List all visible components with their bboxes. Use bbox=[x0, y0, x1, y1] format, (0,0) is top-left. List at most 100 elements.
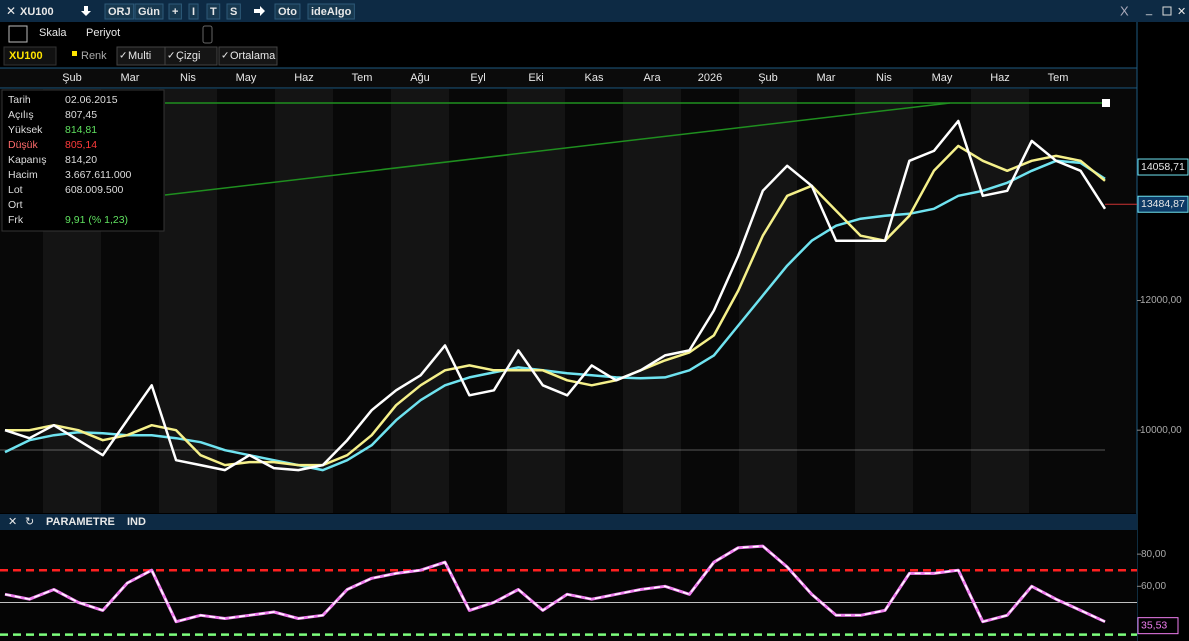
last-value-box bbox=[1137, 617, 1179, 635]
price-line bbox=[4, 119, 1107, 472]
info-value: 9,91 (% 1,23) bbox=[65, 214, 128, 226]
info-value: 807,45 bbox=[65, 109, 97, 121]
button-bg[interactable] bbox=[134, 3, 164, 20]
month-axis bbox=[0, 68, 1137, 88]
toggle[interactable]: Çizgi bbox=[176, 50, 200, 62]
info-box bbox=[1, 89, 165, 232]
toolbar-item[interactable]: Skala bbox=[39, 27, 67, 39]
month-label: Ağu bbox=[410, 72, 430, 84]
minimize[interactable]: _ bbox=[1145, 4, 1153, 16]
info-label: Hacim bbox=[8, 169, 38, 181]
info-label: Düşük bbox=[8, 139, 39, 151]
month-band bbox=[623, 89, 681, 513]
close-icon[interactable]: ✕ bbox=[6, 4, 16, 18]
check: ✓ bbox=[221, 51, 229, 62]
save-icon[interactable] bbox=[8, 25, 28, 43]
info-label: Ort bbox=[8, 199, 23, 211]
symbol: XU100 bbox=[9, 50, 43, 62]
y-tick-label: 80,00 bbox=[1141, 549, 1166, 560]
y-tick-label: 60,00 bbox=[1141, 581, 1166, 592]
handle bbox=[1102, 99, 1110, 107]
info-label: Kapanış bbox=[8, 154, 47, 166]
month-band bbox=[739, 89, 797, 513]
month-band bbox=[855, 89, 913, 513]
month-band bbox=[507, 89, 565, 513]
month-label: Tem bbox=[352, 72, 373, 84]
toolbar-button[interactable]: ORJ bbox=[108, 6, 131, 18]
color-swatch bbox=[72, 51, 77, 56]
button-bg[interactable] bbox=[188, 3, 199, 20]
indicator-header-text[interactable]: IND bbox=[127, 516, 146, 528]
toggle[interactable]: Multi bbox=[128, 50, 151, 62]
y-tick-label: 12000,00 bbox=[1140, 295, 1182, 306]
toggle-bg[interactable] bbox=[218, 46, 278, 66]
button-bg[interactable] bbox=[206, 3, 221, 20]
indicator-header-text[interactable]: PARAMETRE bbox=[46, 516, 115, 528]
download-icon[interactable] bbox=[81, 6, 91, 16]
month-band bbox=[275, 89, 333, 513]
box[interactable] bbox=[202, 25, 213, 44]
info-label: Tarih bbox=[8, 94, 31, 106]
toolbar-button[interactable]: Oto bbox=[278, 6, 297, 18]
info-value: 608.009.500 bbox=[65, 184, 124, 196]
info-label: Yüksek bbox=[8, 124, 43, 136]
indicator-line bbox=[4, 544, 1106, 624]
button-bg[interactable] bbox=[307, 3, 355, 20]
trend-line bbox=[164, 102, 951, 196]
toolbar-button[interactable]: S bbox=[230, 6, 237, 18]
month-label: Nis bbox=[876, 72, 892, 84]
month-band bbox=[391, 89, 449, 513]
toolbar-button[interactable]: + bbox=[172, 6, 178, 18]
button-bg[interactable] bbox=[226, 3, 241, 20]
info-label: Açılış bbox=[8, 109, 34, 121]
info-value: 02.06.2015 bbox=[65, 94, 118, 106]
month-label: Nis bbox=[180, 72, 196, 84]
price-line bbox=[5, 144, 1106, 467]
symbol[interactable]: XU100 bbox=[20, 6, 54, 18]
toggle-bg[interactable] bbox=[164, 46, 218, 66]
toolbar-button[interactable]: ideAlgo bbox=[311, 6, 352, 18]
check: ✓ bbox=[167, 51, 175, 62]
last-price-box bbox=[1137, 195, 1189, 213]
indicator-header bbox=[0, 514, 1137, 530]
info-label: Frk bbox=[8, 214, 24, 226]
button-bg[interactable] bbox=[168, 3, 182, 20]
month-band bbox=[971, 89, 1029, 513]
last-price-box bbox=[1137, 158, 1189, 176]
indicator-area bbox=[0, 530, 1137, 641]
check: ✓ bbox=[119, 51, 127, 62]
month-label: Şub bbox=[758, 72, 778, 84]
last-value: 35,53 bbox=[1141, 619, 1167, 631]
price-axis bbox=[1137, 68, 1189, 514]
month-label: Eyl bbox=[470, 72, 485, 84]
toolbar-button[interactable]: I bbox=[192, 6, 195, 18]
last-price: 13484,87 bbox=[1141, 198, 1185, 210]
month-band bbox=[159, 89, 217, 513]
month-label: Ara bbox=[643, 72, 661, 84]
toolbar-item[interactable]: Periyot bbox=[86, 27, 120, 39]
app-logo: X bbox=[1120, 3, 1129, 18]
y-tick-label: 10000,00 bbox=[1140, 425, 1182, 436]
toolbar-button[interactable]: Gün bbox=[138, 6, 160, 18]
button-bg[interactable] bbox=[274, 3, 301, 20]
info-value: 805,14 bbox=[65, 139, 97, 151]
month-label: Kas bbox=[585, 72, 604, 84]
info-label: Lot bbox=[8, 184, 23, 196]
month-label: 2026 bbox=[698, 72, 722, 84]
info-value: 814,20 bbox=[65, 154, 97, 166]
toggle[interactable]: Ortalama bbox=[230, 50, 276, 62]
symbol-box bbox=[3, 46, 57, 66]
close-window[interactable]: ✕ bbox=[1177, 6, 1186, 18]
refresh-icon[interactable]: ↻ bbox=[25, 516, 34, 528]
toolbar-button[interactable]: T bbox=[210, 6, 217, 18]
month-label: Haz bbox=[294, 72, 314, 84]
maximize[interactable] bbox=[1162, 6, 1172, 16]
month-label: Eki bbox=[528, 72, 543, 84]
last-price: 14058,71 bbox=[1141, 161, 1185, 173]
month-label: May bbox=[932, 72, 953, 84]
arrow-icon[interactable] bbox=[254, 6, 265, 16]
toggle[interactable]: Renk bbox=[81, 50, 107, 62]
button-bg[interactable] bbox=[104, 3, 135, 20]
month-label: Tem bbox=[1048, 72, 1069, 84]
close-icon[interactable]: ✕ bbox=[8, 516, 17, 528]
